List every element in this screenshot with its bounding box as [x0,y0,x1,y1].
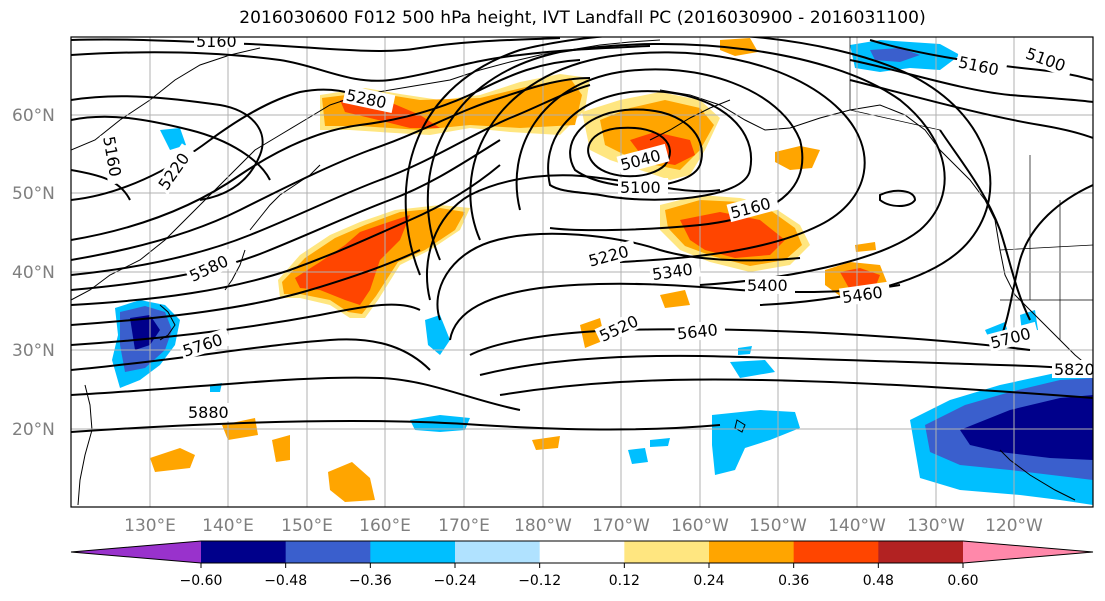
colorbar-tick-label: −0.48 [264,573,307,589]
lat-label-50n: 50°N [12,184,55,204]
colorbar-segment [793,541,879,563]
colorbar: −0.60 −0.48 −0.36 −0.24 −0.12 0.12 0.24 0.36 0.4… [70,540,1094,589]
lon-label: 130°W [907,516,965,536]
lon-label: 160°E [359,516,411,536]
colorbar-segment [539,541,625,563]
colorbar-segment [624,541,710,563]
colorbar-segment [709,541,795,563]
lon-label: 130°E [124,516,176,536]
lat-label-40n: 40°N [12,263,55,283]
colorbar-tick-label: 0.24 [693,573,724,589]
colorbar-segment [201,541,287,563]
colorbar-extend-high [963,541,1093,563]
ivt-negative-shading [112,40,1093,505]
contour-label: 5400 [747,276,788,295]
map-plot-area: 5160 5100 5160 5280 5160 5220 5040 5100 … [71,32,1095,507]
lon-label: 170°E [438,516,490,536]
lat-label-20n: 20°N [12,420,55,440]
latitude-labels: 60°N 50°N 40°N 30°N 20°N [12,106,55,440]
colorbar-tick-label: 0.60 [947,573,978,589]
contour-label: 5880 [188,403,229,422]
lon-label: 140°E [202,516,254,536]
colorbar-segment [285,541,371,563]
colorbar-extend-low [71,541,201,563]
political-borders [849,37,1093,340]
lon-label: 150°E [281,516,333,536]
colorbar-segment [455,541,541,563]
map-frame [70,36,1094,508]
lat-label-30n: 30°N [12,341,55,361]
lon-label: 120°W [985,516,1043,536]
lat-label-60n: 60°N [12,106,55,126]
height-contours [71,37,1093,433]
lon-label: 150°W [749,516,807,536]
lon-label: 180°W [514,516,572,536]
contour-label: 5100 [620,178,661,197]
lon-label: 160°W [671,516,729,536]
colorbar-tick-label: 0.48 [863,573,894,589]
colorbar-segment [370,541,456,563]
contour-label: 5160 [196,32,237,51]
colorbar-tick-label: 0.12 [609,573,640,589]
lon-label: 140°W [828,516,886,536]
colorbar-tick-label: −0.12 [518,573,561,589]
colorbar-tick-label: −0.60 [180,573,223,589]
contour-label: 5820 [1054,360,1095,379]
longitude-labels: 130°E 140°E 150°E 160°E 170°E 180°W 170°… [124,516,1043,536]
colorbar-tick-label: −0.36 [349,573,392,589]
contour-label: 5640 [676,320,718,343]
map-title: 2016030600 F012 500 hPa height, IVT Land… [239,8,926,28]
colorbar-segment [878,541,964,563]
lon-label: 170°W [592,516,650,536]
colorbar-tick-label: −0.24 [434,573,477,589]
colorbar-tick-label: 0.36 [778,573,809,589]
